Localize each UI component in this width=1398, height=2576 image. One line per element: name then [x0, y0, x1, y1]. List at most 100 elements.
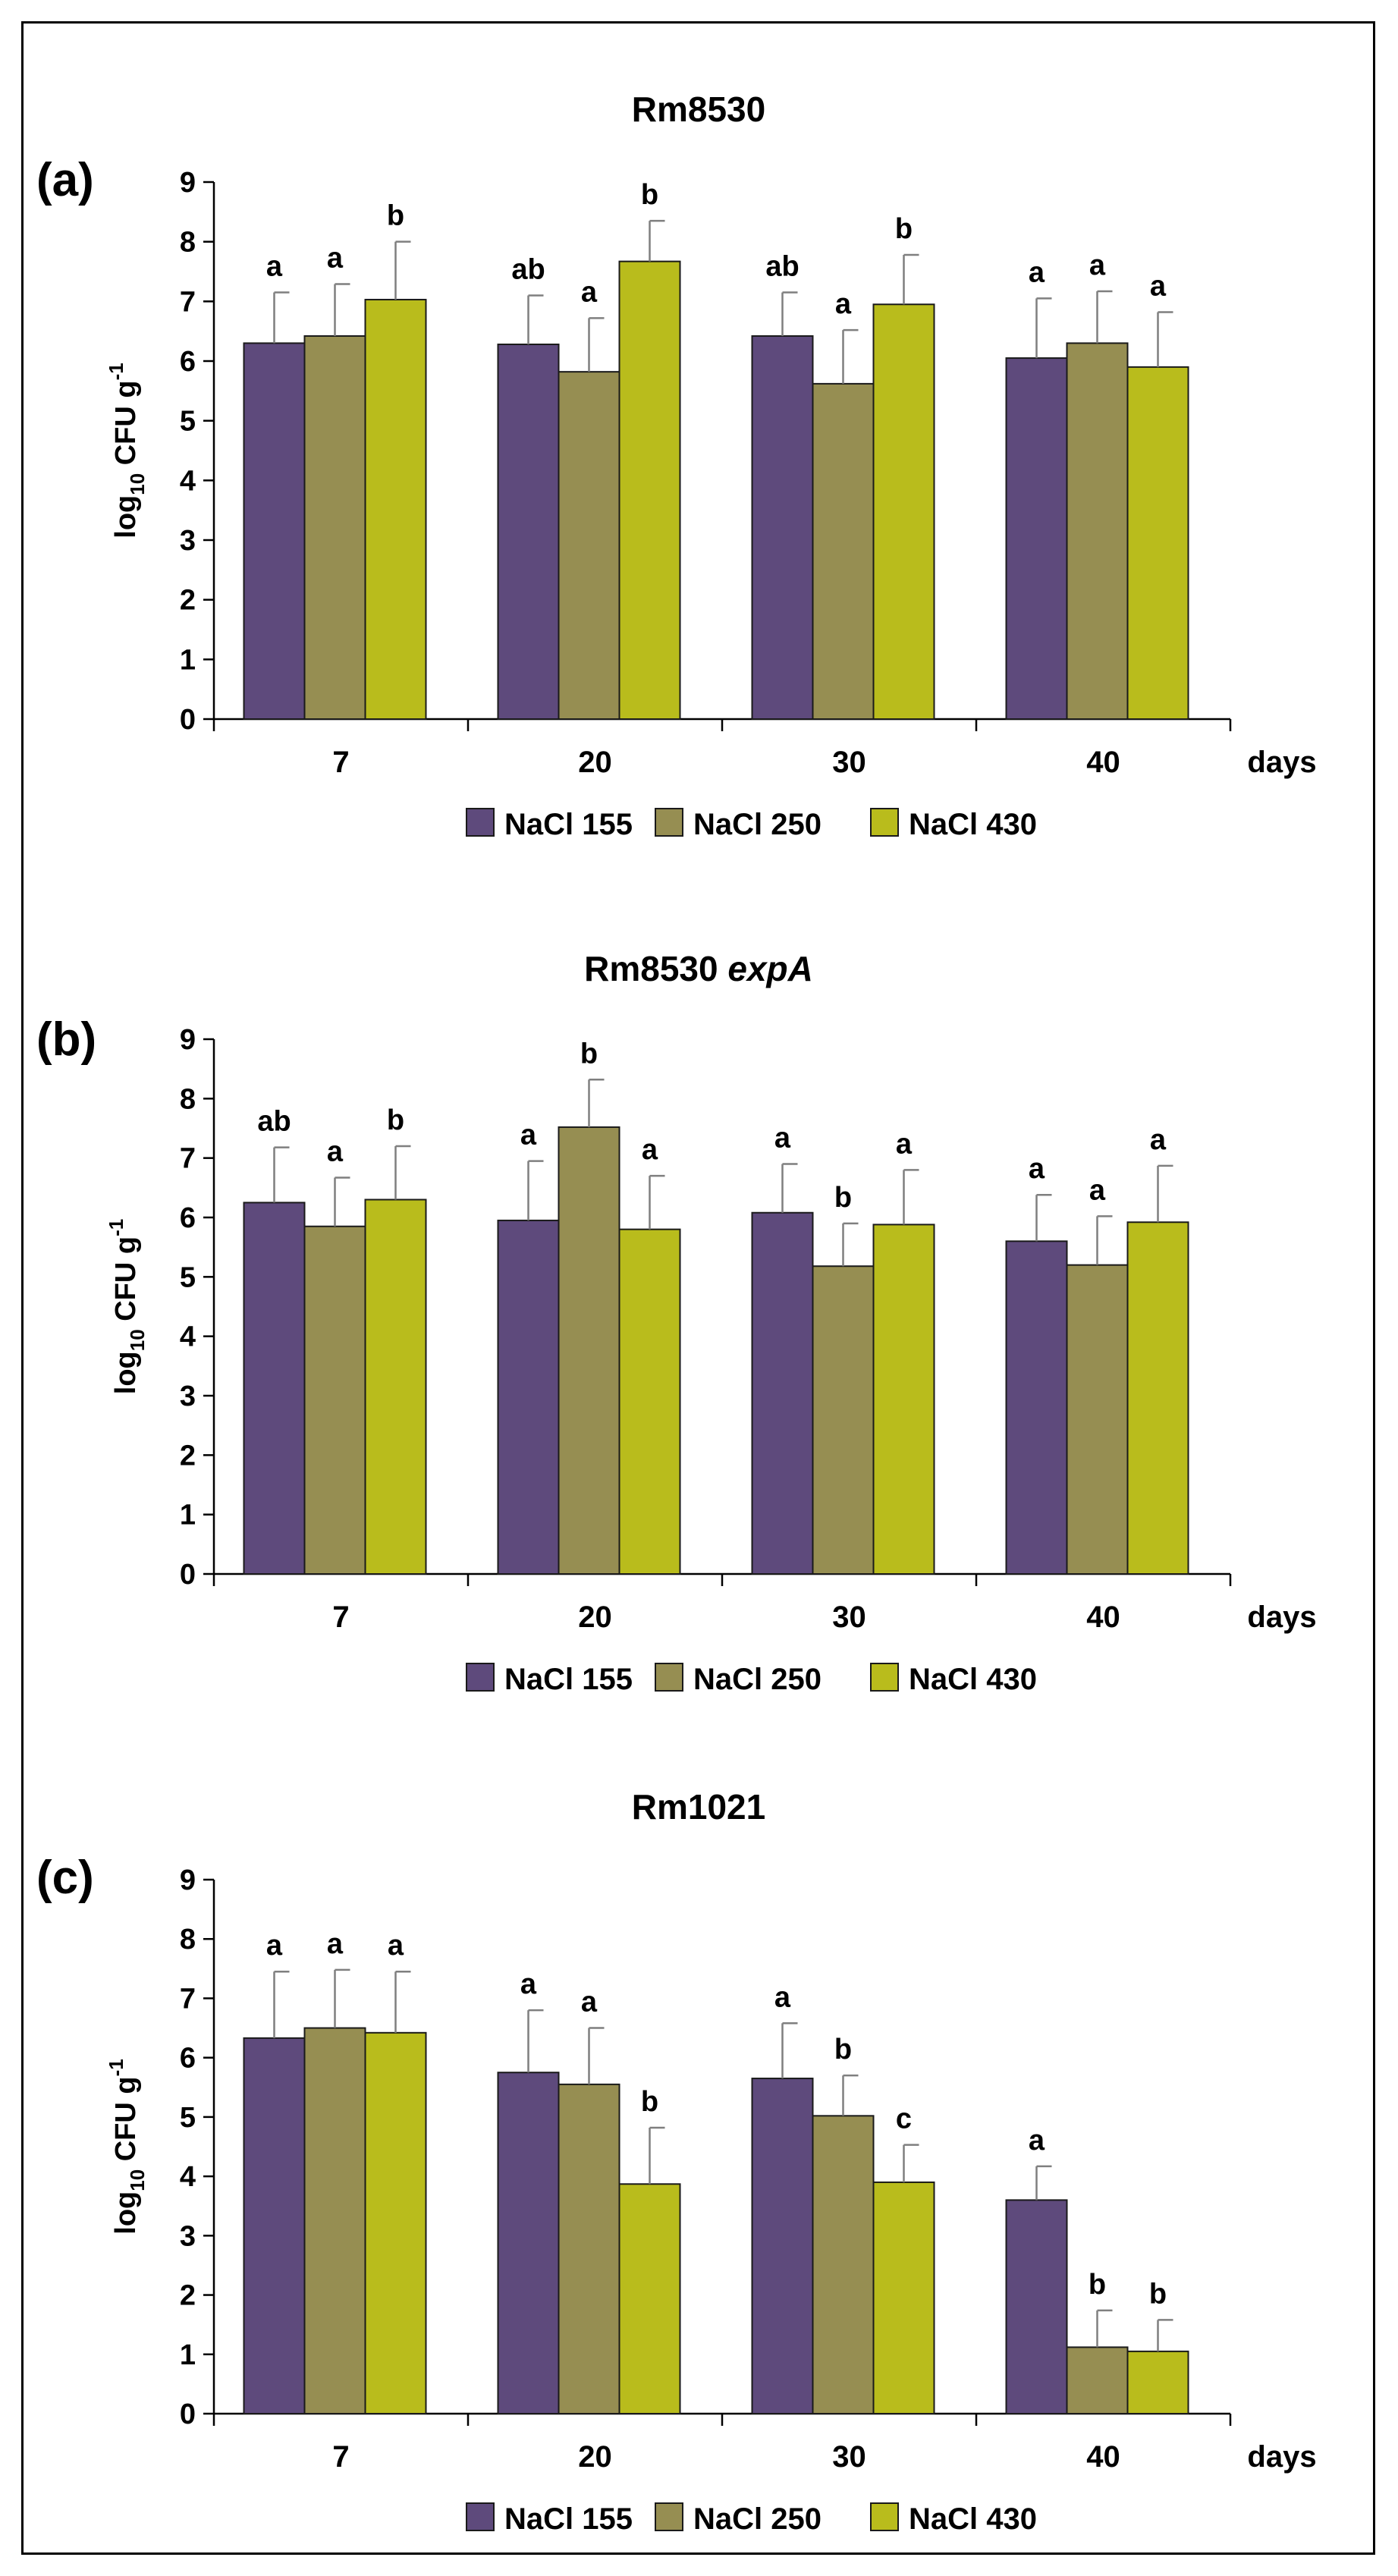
panel-label: (b) [36, 1013, 96, 1066]
bar [243, 1202, 306, 1575]
x-axis-label: days [1247, 746, 1316, 779]
x-tick-label: 20 [578, 1601, 612, 1634]
significance-letter: b [387, 1104, 404, 1136]
significance-letter: b [1089, 2269, 1106, 2301]
legend-swatch [466, 808, 495, 837]
bar [812, 2115, 875, 2415]
x-tick-label: 30 [832, 746, 866, 779]
legend-swatch [655, 1663, 683, 1692]
bar [303, 2027, 366, 2415]
significance-letter: a [1029, 1153, 1045, 1185]
significance-letter: a [1150, 270, 1167, 302]
legend-label: NaCl 430 [909, 2502, 1037, 2536]
y-tick-label: 0 [180, 704, 196, 736]
significance-letter: c [896, 2103, 912, 2135]
x-axis-label: days [1247, 1601, 1316, 1634]
significance-letter: a [1089, 250, 1106, 281]
legend-label: NaCl 250 [693, 2502, 822, 2536]
significance-letter: b [834, 1182, 852, 1214]
legend-item: NaCl 250 [655, 2502, 822, 2536]
significance-letter: a [388, 1930, 404, 1962]
bar [364, 298, 427, 720]
legend-label: NaCl 250 [693, 808, 822, 841]
bar [243, 342, 306, 720]
significance-letter: a [520, 1120, 537, 1151]
panel-label: (a) [36, 154, 94, 206]
bar [751, 2078, 814, 2414]
bar [364, 1198, 427, 1575]
significance-letter: a [1150, 1124, 1167, 1156]
significance-letter: a [266, 251, 283, 283]
bar [303, 335, 366, 720]
legend-label: NaCl 155 [504, 1663, 633, 1696]
bar [618, 2183, 681, 2415]
y-tick-label: 0 [180, 2399, 196, 2430]
significance-letter: b [641, 179, 658, 211]
significance-letter: a [581, 1987, 598, 2018]
chart-title: Rm1021 [632, 1787, 765, 1827]
y-axis-label: log10 CFU g-1 [105, 363, 149, 538]
significance-letter: ab [257, 1106, 291, 1138]
x-tick-label: 7 [332, 2440, 349, 2474]
y-tick-label: 6 [180, 2043, 196, 2075]
y-axis-label: log10 CFU g-1 [105, 2059, 149, 2234]
bar [1126, 1221, 1189, 1575]
x-tick-label: 30 [832, 1601, 866, 1634]
y-tick-label: 7 [180, 1983, 196, 2015]
y-tick-label: 4 [180, 465, 196, 497]
bar [1066, 2346, 1129, 2414]
y-tick-label: 4 [180, 2161, 196, 2193]
significance-letter: ab [765, 251, 799, 283]
y-tick-label: 2 [180, 1440, 196, 1472]
legend-label: NaCl 430 [909, 1663, 1037, 1696]
significance-letter: b [834, 2034, 852, 2066]
chart-title-italic: expA [727, 949, 812, 988]
y-tick-label: 9 [180, 1024, 196, 1056]
significance-letter: ab [511, 253, 545, 285]
bar [1066, 1264, 1129, 1575]
legend-swatch [466, 1663, 495, 1692]
significance-letter: a [774, 1123, 791, 1154]
bar [618, 260, 681, 721]
y-tick-label: 4 [180, 1321, 196, 1353]
bar [812, 382, 875, 720]
bar [497, 343, 560, 720]
legend-swatch [466, 2502, 495, 2531]
chart-title-text: Rm8530 [632, 90, 765, 129]
significance-letter: a [327, 1136, 344, 1168]
bar [618, 1228, 681, 1575]
bar [872, 303, 935, 720]
legend-label: NaCl 155 [504, 2502, 633, 2536]
chart-title-text: Rm8530 [584, 949, 727, 988]
y-tick-label: 6 [180, 346, 196, 378]
bar [1126, 366, 1189, 720]
y-tick-label: 1 [180, 644, 196, 676]
y-tick-label: 6 [180, 1202, 196, 1234]
y-tick-label: 3 [180, 2220, 196, 2252]
chart-title: Rm8530 [632, 90, 765, 129]
legend-item: NaCl 155 [466, 2502, 633, 2536]
significance-letter: a [1029, 2125, 1045, 2157]
y-tick-label: 8 [180, 1924, 196, 1956]
y-tick-label: 0 [180, 1559, 196, 1591]
legend-label: NaCl 430 [909, 808, 1037, 841]
legend-item: NaCl 250 [655, 1663, 822, 1696]
x-tick-label: 30 [832, 2440, 866, 2474]
legend-swatch [870, 1663, 899, 1692]
significance-letter: b [1149, 2278, 1167, 2310]
significance-letter: a [1029, 256, 1045, 288]
significance-letter: a [266, 1930, 283, 1962]
legend-swatch [655, 2502, 683, 2531]
x-tick-label: 7 [332, 746, 349, 779]
y-tick-label: 7 [180, 286, 196, 318]
bar [303, 1225, 366, 1575]
y-tick-label: 2 [180, 585, 196, 617]
chart-panel: Rm8530 expA(b)log10 CFU g-10123456789aba… [36, 949, 1317, 1696]
x-tick-label: 20 [578, 746, 612, 779]
x-tick-label: 40 [1086, 2440, 1120, 2474]
panel-label: (c) [36, 1852, 94, 1904]
legend-item: NaCl 430 [870, 2502, 1037, 2536]
y-tick-label: 7 [180, 1143, 196, 1175]
